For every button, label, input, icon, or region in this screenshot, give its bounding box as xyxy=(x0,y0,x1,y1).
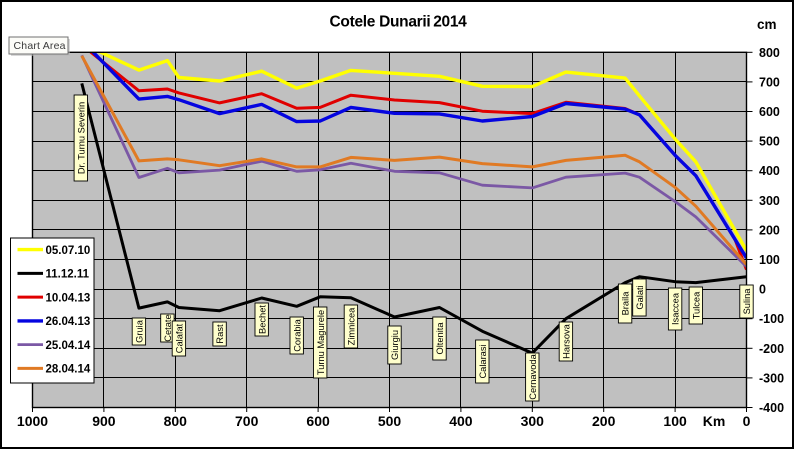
svg-text:-100: -100 xyxy=(759,312,784,326)
svg-text:Cernavoda: Cernavoda xyxy=(528,353,538,399)
svg-text:11.12.11: 11.12.11 xyxy=(46,269,90,281)
svg-text:Giurgiu: Giurgiu xyxy=(390,330,400,360)
svg-text:28.04.14: 28.04.14 xyxy=(46,364,91,376)
svg-text:Rast: Rast xyxy=(215,324,225,344)
svg-text:-400: -400 xyxy=(759,401,784,415)
svg-text:400: 400 xyxy=(759,164,780,178)
svg-text:Isaccea: Isaccea xyxy=(671,292,681,325)
svg-text:Braila: Braila xyxy=(621,291,631,316)
svg-text:Corabia: Corabia xyxy=(292,318,302,351)
svg-text:300: 300 xyxy=(759,194,780,208)
svg-text:500: 500 xyxy=(378,413,402,429)
svg-text:1000: 1000 xyxy=(17,413,48,429)
svg-text:05.07.10: 05.07.10 xyxy=(46,245,91,257)
svg-text:800: 800 xyxy=(164,413,188,429)
svg-text:Chart Area: Chart Area xyxy=(14,40,66,52)
svg-text:600: 600 xyxy=(759,105,780,119)
svg-text:-300: -300 xyxy=(759,371,784,385)
svg-text:700: 700 xyxy=(235,413,259,429)
svg-text:Tulcea: Tulcea xyxy=(691,291,701,319)
svg-text:Calarasi: Calarasi xyxy=(478,344,488,378)
svg-text:Km: Km xyxy=(703,413,726,429)
svg-text:cm: cm xyxy=(757,17,777,32)
svg-text:800: 800 xyxy=(759,46,780,60)
svg-text:Sulina: Sulina xyxy=(742,288,752,315)
svg-text:200: 200 xyxy=(592,413,616,429)
svg-text:0: 0 xyxy=(743,413,751,429)
svg-text:0: 0 xyxy=(759,283,766,297)
svg-text:600: 600 xyxy=(306,413,330,429)
svg-text:25.04.14: 25.04.14 xyxy=(46,340,91,352)
svg-text:Harsova: Harsova xyxy=(562,323,572,358)
svg-text:900: 900 xyxy=(92,413,116,429)
svg-text:100: 100 xyxy=(663,413,687,429)
svg-text:100: 100 xyxy=(759,253,780,267)
svg-text:10.04.13: 10.04.13 xyxy=(46,292,91,304)
svg-text:Calafat: Calafat xyxy=(175,323,185,353)
svg-text:-200: -200 xyxy=(759,342,784,356)
svg-text:400: 400 xyxy=(449,413,473,429)
svg-text:Cotele Dunarii 2014: Cotele Dunarii 2014 xyxy=(330,14,468,31)
svg-text:Gruia: Gruia xyxy=(135,319,145,343)
svg-text:500: 500 xyxy=(759,135,780,149)
svg-text:700: 700 xyxy=(759,75,780,89)
svg-text:Galati: Galati xyxy=(635,285,645,309)
svg-text:Cetate: Cetate xyxy=(163,314,173,341)
svg-text:Turnu Magurele: Turnu Magurele xyxy=(316,310,326,375)
svg-text:200: 200 xyxy=(759,223,780,237)
svg-text:300: 300 xyxy=(521,413,545,429)
svg-text:Dr. Turnu Severin: Dr. Turnu Severin xyxy=(76,102,86,174)
svg-text:Zimnicea: Zimnicea xyxy=(347,307,357,346)
svg-text:Oltenita: Oltenita xyxy=(435,322,445,355)
svg-text:26.04.13: 26.04.13 xyxy=(46,316,91,328)
svg-text:Bechet: Bechet xyxy=(257,305,267,334)
